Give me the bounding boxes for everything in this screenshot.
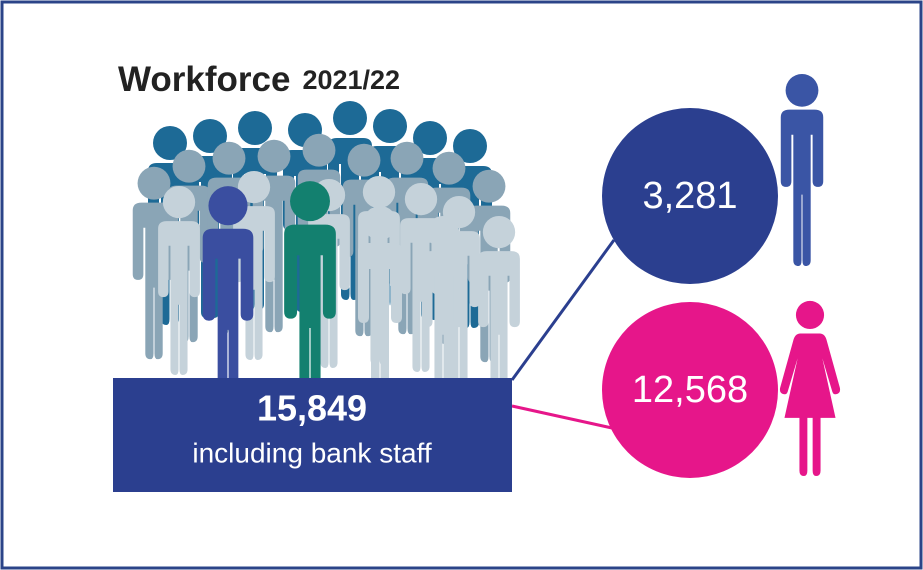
page: Workforce 2021/22 15,849 including bank s… xyxy=(0,0,923,570)
male-value: 3,281 xyxy=(642,175,737,217)
total-caption: including bank staff xyxy=(192,437,431,468)
title-text: Workforce xyxy=(118,60,290,99)
female-value: 12,568 xyxy=(632,369,748,411)
infographic: Workforce 2021/22 15,849 including bank s… xyxy=(0,0,923,570)
title: Workforce 2021/22 xyxy=(118,60,400,99)
total-value: 15,849 xyxy=(257,388,367,429)
year: 2021/22 xyxy=(302,65,400,95)
